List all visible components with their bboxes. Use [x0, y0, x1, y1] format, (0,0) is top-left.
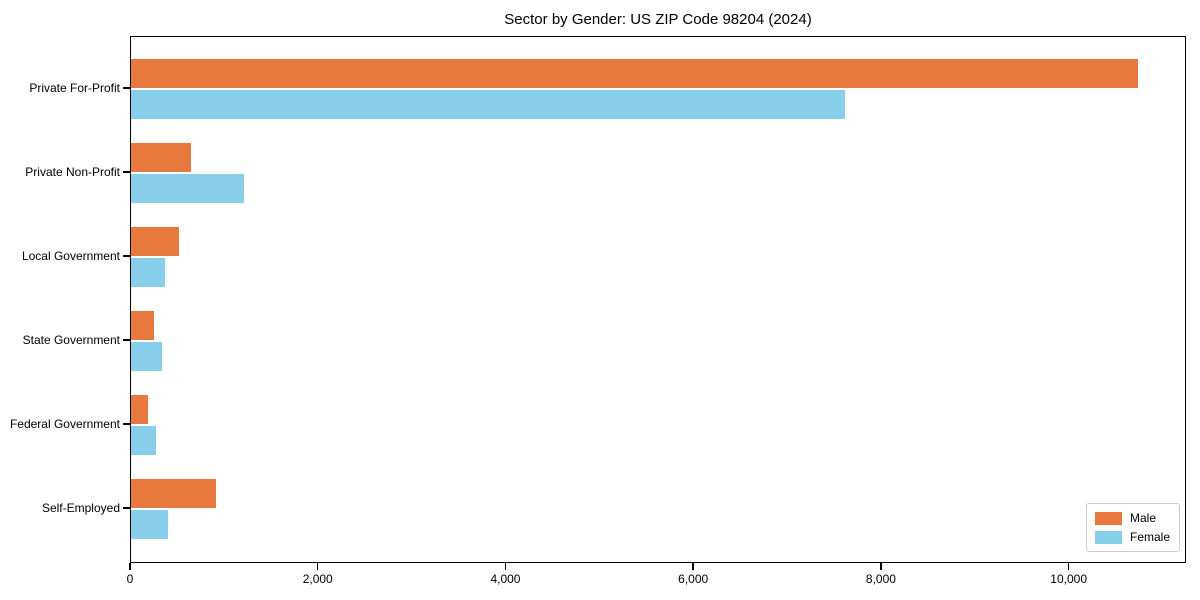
xtick-mark [692, 563, 694, 570]
xtick-mark [880, 563, 882, 570]
female-swatch [1094, 530, 1122, 544]
bar-male-federal-government [131, 395, 148, 424]
legend-entry-male: Male [1094, 511, 1170, 525]
xtick-label-8000: 8,000 [865, 572, 896, 586]
xtick-label-2000: 2,000 [302, 572, 333, 586]
xtick-label-6000: 6,000 [678, 572, 709, 586]
ytick-label-local-government: Local Government [21, 249, 120, 263]
bar-male-private-non-profit [131, 143, 191, 172]
xtick-label-4000: 4,000 [490, 572, 521, 586]
bar-female-self-employed [131, 510, 168, 539]
ytick-mark [123, 339, 130, 341]
bar-male-self-employed [131, 479, 216, 508]
ytick-mark [123, 423, 130, 425]
bar-female-federal-government [131, 426, 156, 455]
legend-entry-female: Female [1094, 530, 1170, 544]
bar-female-local-government [131, 258, 165, 287]
male-swatch [1094, 511, 1122, 525]
plot-area: Male Female [130, 36, 1186, 563]
xtick-label-10000: 10,000 [1050, 572, 1087, 586]
bar-male-state-government [131, 311, 154, 340]
ytick-mark [123, 87, 130, 89]
ytick-label-self-employed: Self-Employed [41, 501, 120, 515]
ytick-mark [123, 507, 130, 509]
xtick-mark [129, 563, 131, 570]
xtick-label-0: 0 [126, 572, 134, 586]
legend: Male Female [1085, 503, 1180, 552]
chart-title: Sector by Gender: US ZIP Code 98204 (202… [504, 11, 812, 28]
xtick-mark [316, 563, 319, 570]
bar-female-private-non-profit [131, 174, 244, 203]
ytick-mark [123, 171, 130, 173]
ytick-label-federal-government: Federal Government [9, 417, 120, 431]
legend-label-female: Female [1129, 530, 1170, 544]
bar-female-private-for-profit [131, 90, 845, 119]
bar-male-local-government [131, 227, 179, 256]
ytick-mark [123, 255, 130, 257]
bar-male-private-for-profit [131, 59, 1138, 88]
xtick-mark [504, 563, 507, 570]
bar-female-state-government [131, 342, 162, 371]
ytick-label-state-government: State Government [22, 333, 120, 347]
ytick-label-private-non-profit: Private Non-Profit [25, 165, 120, 179]
xtick-mark [1067, 563, 1070, 570]
ytick-label-private-for-profit: Private For-Profit [29, 81, 120, 95]
legend-label-male: Male [1129, 511, 1156, 525]
